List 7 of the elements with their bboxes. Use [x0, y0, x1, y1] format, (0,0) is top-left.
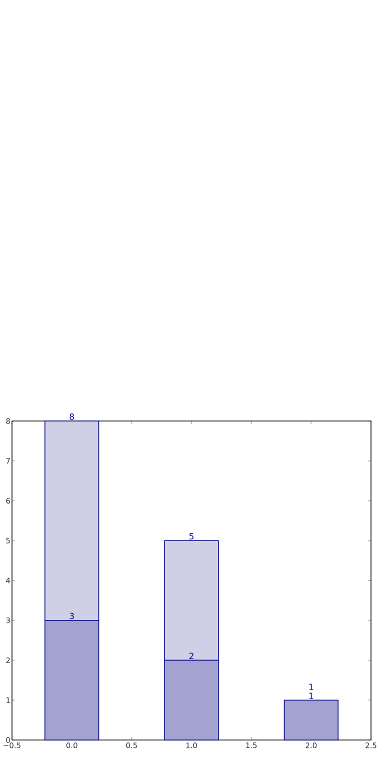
bar	[284, 700, 338, 740]
data-label: 1	[309, 692, 314, 699]
total-label: 8	[70, 413, 74, 420]
total-label: 5	[189, 533, 194, 540]
data-label: 3	[70, 612, 74, 620]
total-label: 1	[309, 684, 314, 690]
data-label: 2	[189, 652, 194, 660]
